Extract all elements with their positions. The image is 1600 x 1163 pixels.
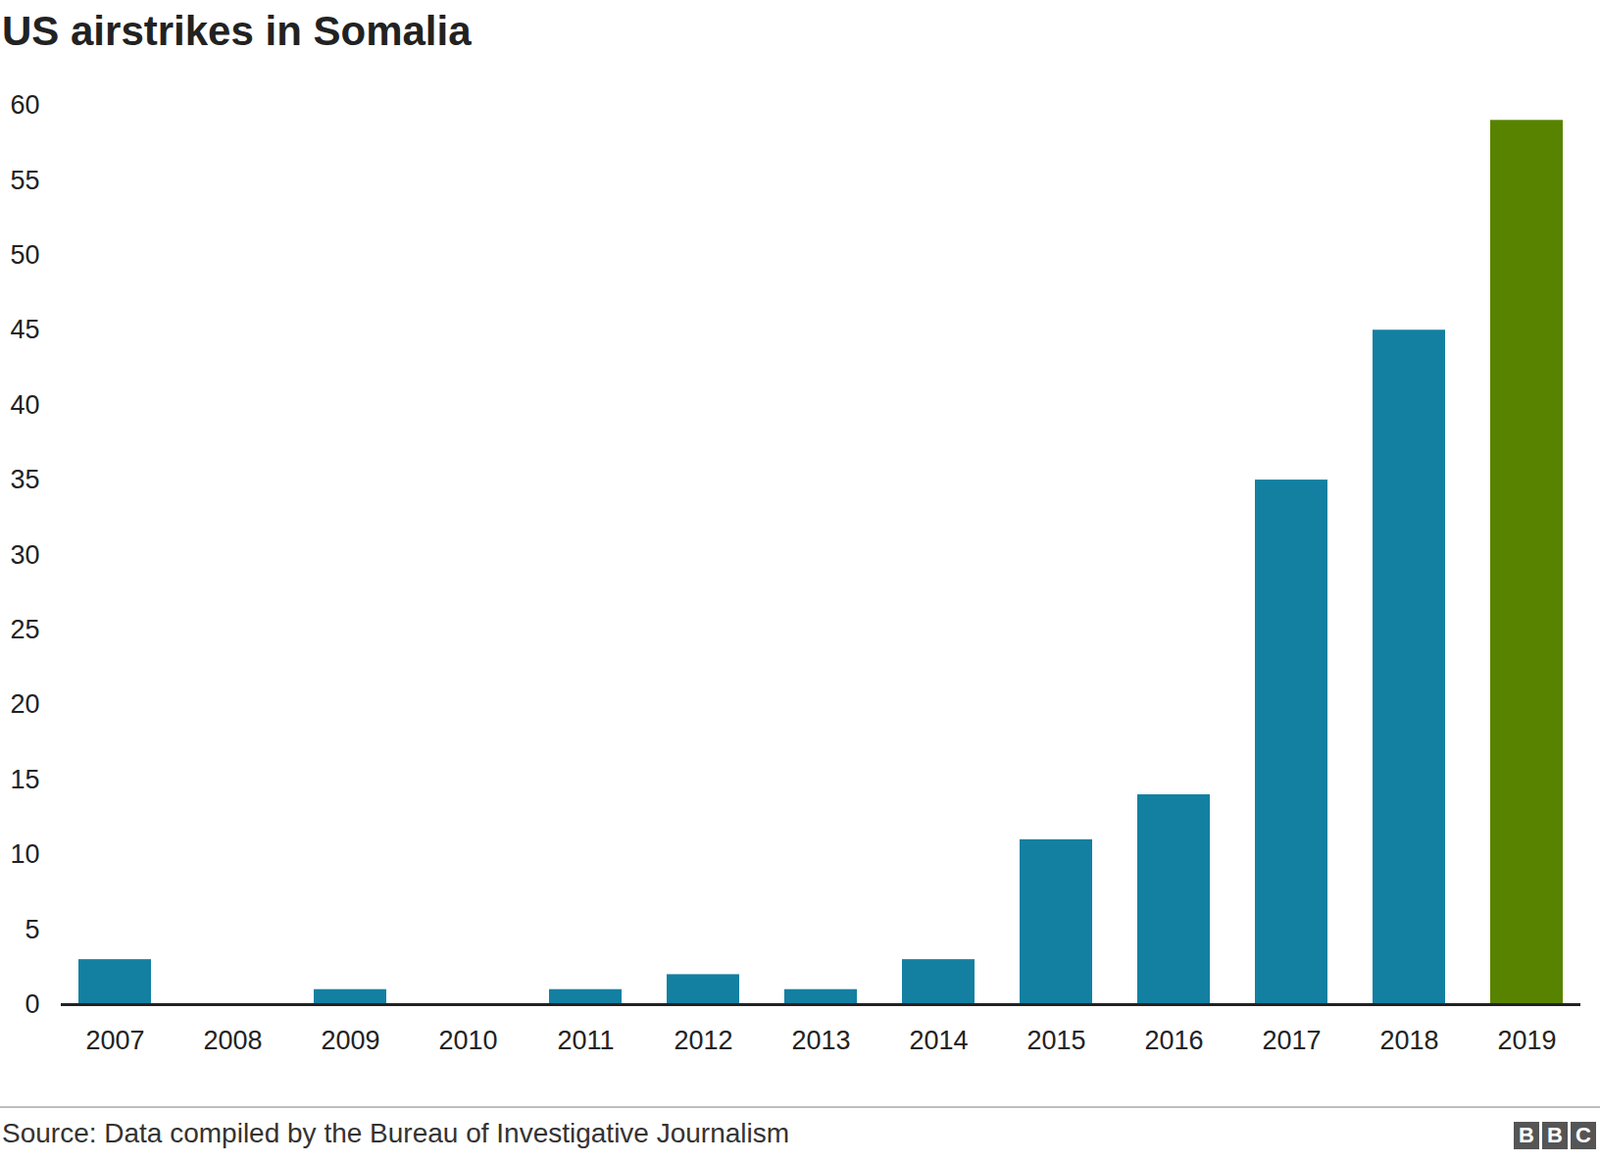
svg-text:2019: 2019	[1497, 1025, 1556, 1055]
svg-text:55: 55	[9, 165, 40, 196]
html-text:C: C	[1575, 1122, 1592, 1148]
svg-text:0: 0	[24, 989, 40, 1019]
svg-text:5: 5	[24, 914, 40, 945]
svg-text:40: 40	[9, 390, 40, 420]
html-text:Source: Data compiled by the B: Source: Data compiled by the Bureau of I…	[1, 1117, 790, 1149]
html-text:US airstrikes in Somalia: US airstrikes in Somalia	[1, 7, 472, 54]
svg-text:2014: 2014	[908, 1025, 968, 1055]
svg-text:30: 30	[9, 540, 40, 570]
svg-text:60: 60	[9, 90, 40, 120]
svg-text:2017: 2017	[1261, 1025, 1321, 1055]
svg-text:2011: 2011	[556, 1025, 614, 1055]
svg-text:15: 15	[9, 764, 40, 795]
svg-text:10: 10	[9, 839, 40, 869]
svg-text:35: 35	[9, 464, 40, 495]
html-text:B: B	[1518, 1122, 1535, 1148]
svg-text:2015: 2015	[1026, 1025, 1086, 1055]
svg-text:2012: 2012	[673, 1025, 733, 1055]
svg-text:2007: 2007	[85, 1025, 145, 1055]
svg-text:20: 20	[9, 689, 40, 719]
svg-text:25: 25	[9, 614, 40, 645]
svg-text:2013: 2013	[791, 1025, 850, 1055]
svg-text:45: 45	[9, 314, 40, 345]
svg-text:2010: 2010	[438, 1025, 498, 1055]
svg-text:2016: 2016	[1144, 1025, 1203, 1055]
svg-text:2018: 2018	[1379, 1025, 1439, 1055]
svg-text:2009: 2009	[320, 1025, 380, 1055]
svg-text:2008: 2008	[202, 1025, 262, 1055]
html-text:B: B	[1547, 1122, 1563, 1148]
svg-text:50: 50	[9, 240, 40, 270]
